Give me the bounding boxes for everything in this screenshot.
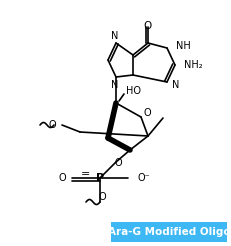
Text: O: O [114,158,122,168]
Text: O: O [98,192,106,202]
Text: Ara-G Modified Oligo: Ara-G Modified Oligo [108,227,230,237]
Text: HO: HO [126,86,141,96]
Text: NH₂: NH₂ [184,60,202,70]
Text: NH: NH [176,41,191,51]
Text: O: O [143,108,151,118]
Text: N: N [111,31,119,41]
Text: O⁻: O⁻ [137,173,150,183]
Text: P: P [96,173,104,183]
FancyBboxPatch shape [111,222,227,242]
Text: O: O [58,173,66,183]
Text: N: N [111,80,119,90]
Text: O: O [48,120,56,130]
Text: O: O [144,21,152,31]
Text: N: N [172,80,179,90]
Text: =: = [81,169,91,179]
